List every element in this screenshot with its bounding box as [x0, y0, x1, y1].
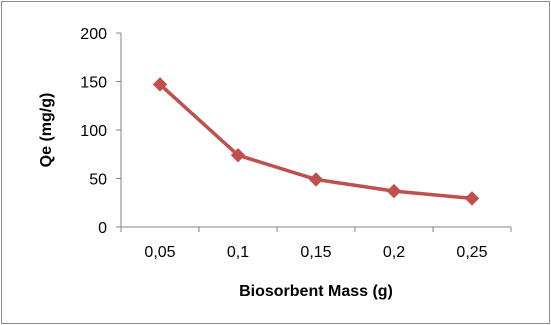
x-tick-label: 0,05: [144, 244, 175, 261]
y-tick-label: 100: [80, 123, 107, 140]
y-tick-label: 200: [80, 26, 107, 43]
x-axis-title: Biosorbent Mass (g): [239, 283, 393, 300]
x-tick-label: 0,25: [456, 244, 487, 261]
data-point-marker: [152, 77, 168, 92]
data-point-marker: [308, 172, 324, 187]
y-axis-title: Qe (mg/g): [38, 93, 55, 168]
x-tick-label: 0,2: [383, 244, 405, 261]
data-point-marker: [464, 191, 480, 206]
y-tick-label: 150: [80, 75, 107, 92]
y-axis: 0 50 100 150 200: [80, 26, 122, 237]
data-point-marker: [386, 183, 402, 199]
x-tick-label: 0,1: [227, 244, 249, 261]
y-tick-label: 0: [98, 220, 107, 237]
series-line: [152, 77, 480, 206]
x-tick-label: 0,15: [300, 244, 331, 261]
x-axis: 0,05 0,1 0,15 0,2 0,25: [120, 226, 512, 261]
data-point-marker: [230, 148, 246, 163]
y-tick-label: 50: [89, 172, 107, 189]
